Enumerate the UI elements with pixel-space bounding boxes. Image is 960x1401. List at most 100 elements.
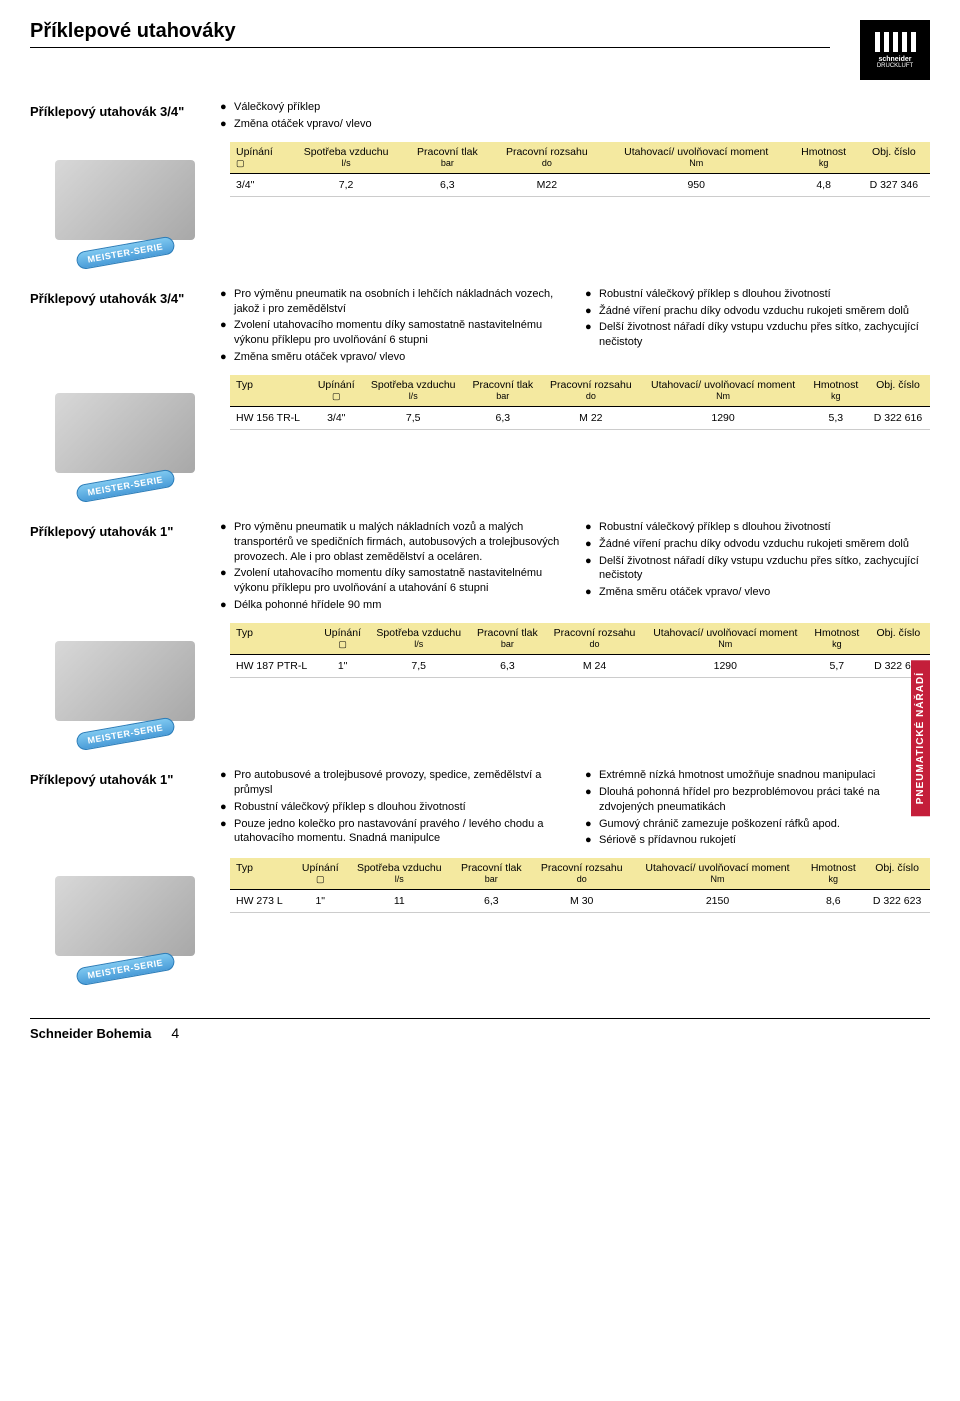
page-title: Příklepové utahováky [30, 20, 830, 48]
col-header: Hmotnostkg [790, 142, 858, 174]
logo-sub: DRUCKLUFT [877, 63, 913, 69]
bullet-item: Pro výměnu pneumatik na osobních i lehčí… [220, 287, 565, 317]
logo-brand: schneider [878, 56, 911, 63]
col-header: Spotřeba vzduchul/s [362, 375, 464, 407]
col-header: Upínání▢ [294, 858, 347, 890]
bullet-item: Pro autobusové a trolejbusové provozy, s… [220, 768, 565, 798]
cell-upinani: 3/4" [230, 173, 288, 196]
section-title: Příklepový utahovák 3/4" [30, 100, 220, 134]
section-title: Příklepový utahovák 1" [30, 520, 220, 615]
col-header: Hmotnostkg [807, 623, 867, 655]
col-header: Utahovací/ uvolňovací momentNm [644, 623, 807, 655]
col-header: Spotřeba vzduchul/s [288, 142, 404, 174]
product-section: Příklepový utahovák 1"Pro výměnu pneumat… [30, 520, 930, 743]
col-header: Typ [230, 623, 317, 655]
bullet-item: Extrémně nízká hmotnost umožňuje snadnou… [585, 768, 930, 783]
product-section: Příklepový utahovák 1"Pro autobusové a t… [30, 768, 930, 978]
section-title: Příklepový utahovák 3/4" [30, 287, 220, 367]
col-header: Obj. číslo [858, 142, 930, 174]
cell-rozsah: M 30 [531, 890, 633, 913]
col-header: Typ [230, 858, 294, 890]
col-header: Utahovací/ uvolňovací momentNm [633, 858, 803, 890]
spec-table: TypUpínání▢Spotřeba vzduchul/sPracovní t… [230, 623, 930, 678]
cell-obj: D 322 616 [866, 406, 930, 429]
footer-company: Schneider Bohemia [30, 1026, 151, 1041]
series-badge: MEISTER-SERIE [75, 717, 175, 752]
cell-typ: HW 156 TR-L [230, 406, 310, 429]
product-image: MEISTER-SERIE [30, 858, 220, 978]
col-header: Pracovní tlakbar [464, 375, 541, 407]
col-header: Pracovní rozsahudo [545, 623, 643, 655]
col-header: Spotřeba vzduchul/s [347, 858, 452, 890]
col-header: Hmotnostkg [802, 858, 864, 890]
bullet-item: Pro výměnu pneumatik u malých nákladních… [220, 520, 565, 565]
bullet-item: Zvolení utahovacího momentu díky samosta… [220, 566, 565, 596]
bullet-item: Změna otáček vpravo/ vlevo [220, 117, 930, 132]
cell-hmotnost: 5,3 [806, 406, 866, 429]
col-header: Utahovací/ uvolňovací momentNm [640, 375, 805, 407]
cell-rozsah: M 24 [545, 654, 643, 677]
product-image: MEISTER-SERIE [30, 142, 220, 262]
col-header: Hmotnostkg [806, 375, 866, 407]
cell-tlak: 6,3 [469, 654, 545, 677]
col-header: Pracovní rozsahudo [491, 142, 603, 174]
col-header: Typ [230, 375, 310, 407]
bullet-item: Robustní válečkový příklep s dlouhou živ… [585, 520, 930, 535]
cell-tlak: 6,3 [452, 890, 531, 913]
spec-table: TypUpínání▢Spotřeba vzduchul/sPracovní t… [230, 375, 930, 430]
cell-hmotnost: 4,8 [790, 173, 858, 196]
bullet-item: Sériově s přídavnou rukojetí [585, 833, 930, 848]
cell-moment: 1290 [640, 406, 805, 429]
col-header: Utahovací/ uvolňovací momentNm [603, 142, 790, 174]
cell-moment: 2150 [633, 890, 803, 913]
col-header: Pracovní tlakbar [452, 858, 531, 890]
bullet-item: Delší životnost nářadí díky vstupu vzduc… [585, 320, 930, 350]
table-row: HW 273 L1"116,3M 3021508,6D 322 623 [230, 890, 930, 913]
bullet-item: Žádné víření prachu díky odvodu vzduchu … [585, 304, 930, 319]
section-title: Příklepový utahovák 1" [30, 768, 220, 850]
cell-obj: D 327 346 [858, 173, 930, 196]
cell-typ: HW 273 L [230, 890, 294, 913]
spec-table: Upínání▢Spotřeba vzduchul/sPracovní tlak… [230, 142, 930, 197]
cell-hmotnost: 8,6 [802, 890, 864, 913]
col-header: Obj. číslo [867, 623, 930, 655]
cell-spotreba: 7,5 [368, 654, 469, 677]
cell-typ: HW 187 PTR-L [230, 654, 317, 677]
bullet-item: Délka pohonné hřídele 90 mm [220, 598, 565, 613]
side-tab: PNEUMATICKÉ NÁŘADÍ [911, 660, 930, 816]
col-header: Obj. číslo [866, 375, 930, 407]
cell-upinani: 1" [317, 654, 368, 677]
bullet-item: Válečkový příklep [220, 100, 930, 115]
cell-spotreba: 7,5 [362, 406, 464, 429]
col-header: Pracovní tlakbar [469, 623, 545, 655]
product-section: Příklepový utahovák 3/4"Válečkový příkle… [30, 100, 930, 262]
product-image: MEISTER-SERIE [30, 375, 220, 495]
product-section: Příklepový utahovák 3/4"Pro výměnu pneum… [30, 287, 930, 495]
series-badge: MEISTER-SERIE [75, 952, 175, 987]
table-row: HW 187 PTR-L1"7,56,3M 2412905,7D 322 621 [230, 654, 930, 677]
col-header: Pracovní rozsahudo [541, 375, 640, 407]
cell-moment: 950 [603, 173, 790, 196]
bullet-item: Pouze jedno kolečko pro nastavování prav… [220, 817, 565, 847]
series-badge: MEISTER-SERIE [75, 468, 175, 503]
bullet-item: Dlouhá pohonná hřídel pro bezproblémovou… [585, 785, 930, 815]
bullet-item: Změna směru otáček vpravo/ vlevo [585, 585, 930, 600]
bullet-item: Delší životnost nářadí díky vstupu vzduc… [585, 554, 930, 584]
cell-hmotnost: 5,7 [807, 654, 867, 677]
cell-upinani: 3/4" [310, 406, 362, 429]
product-image: MEISTER-SERIE [30, 623, 220, 743]
spec-table: TypUpínání▢Spotřeba vzduchul/sPracovní t… [230, 858, 930, 913]
footer-page: 4 [171, 1025, 179, 1041]
col-header: Pracovní tlakbar [404, 142, 491, 174]
table-row: HW 156 TR-L3/4"7,56,3M 2212905,3D 322 61… [230, 406, 930, 429]
col-header: Pracovní rozsahudo [531, 858, 633, 890]
cell-tlak: 6,3 [464, 406, 541, 429]
col-header: Upínání▢ [230, 142, 288, 174]
bullet-item: Zvolení utahovacího momentu díky samosta… [220, 318, 565, 348]
bullet-item: Robustní válečkový příklep s dlouhou živ… [220, 800, 565, 815]
bullet-item: Robustní válečkový příklep s dlouhou živ… [585, 287, 930, 302]
cell-spotreba: 11 [347, 890, 452, 913]
bullet-item: Změna směru otáček vpravo/ vlevo [220, 350, 565, 365]
brand-logo: schneider DRUCKLUFT [860, 20, 930, 80]
cell-tlak: 6,3 [404, 173, 491, 196]
